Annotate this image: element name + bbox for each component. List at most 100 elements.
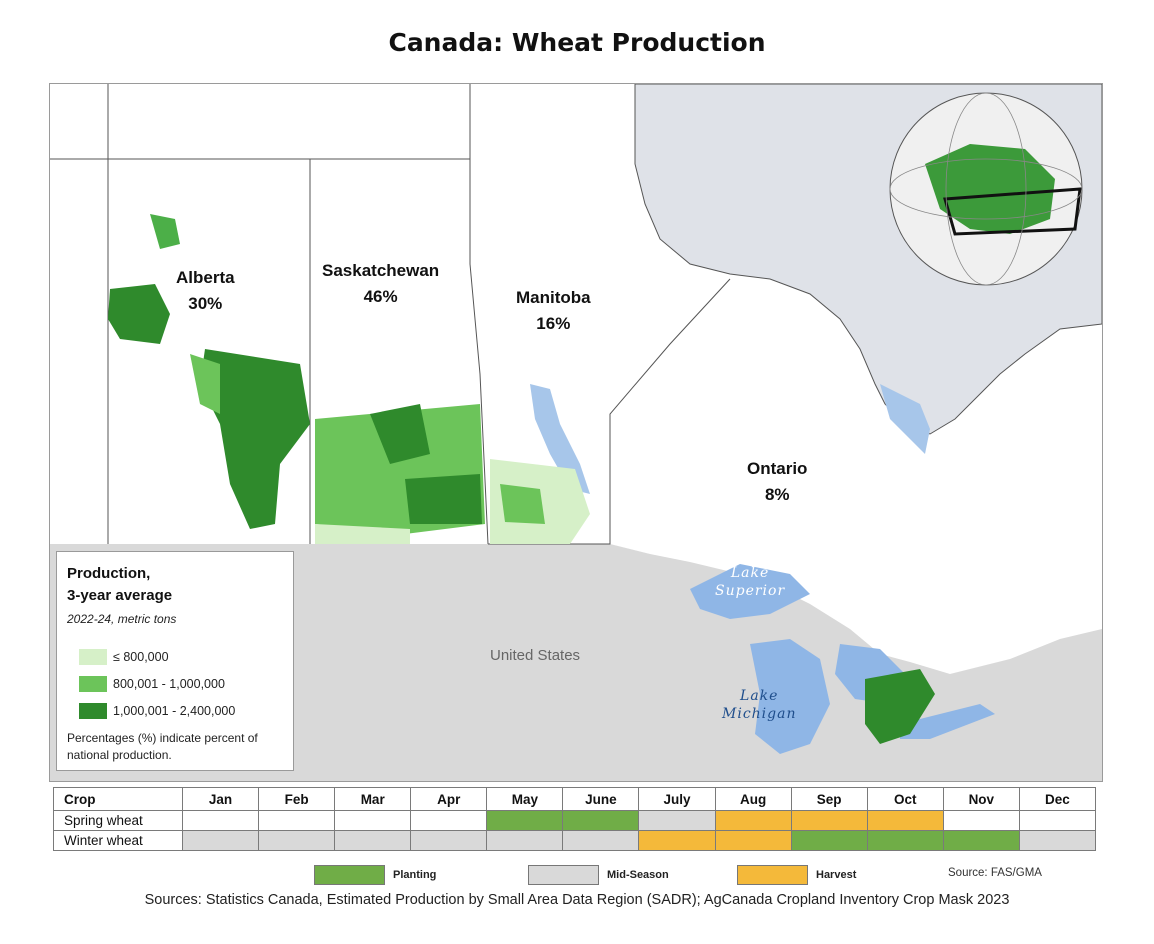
calendar-cell-none: [258, 810, 336, 831]
ontario-share: 8%: [764, 485, 790, 504]
calendar-cell-mid: [638, 810, 716, 831]
key-harvest-label: Harvest: [816, 869, 857, 881]
calendar-crop-name: Winter wheat: [53, 830, 183, 851]
calendar-month-header: Apr: [410, 787, 488, 811]
source-short: Source: FAS/GMA: [948, 867, 1042, 879]
lake-michigan-line2: Michigan: [722, 706, 797, 722]
calendar-cell-mid: [1018, 830, 1097, 851]
label-saskatchewan: Saskatchewan 46%: [322, 258, 439, 310]
saskatchewan-share: 46%: [363, 287, 398, 306]
calendar-month-header: Feb: [258, 787, 336, 811]
calendar-month-header: Sep: [790, 787, 868, 811]
legend-title-line2: 3-year average: [67, 587, 173, 604]
legend: Production, 3-year average 2022-24, metr…: [56, 551, 294, 771]
key-mid-season-swatch: [528, 865, 599, 885]
label-manitoba: Manitoba 16%: [516, 285, 591, 337]
label-lake-superior: Lake Superior: [715, 564, 785, 600]
legend-item-label: 800,001 - 1,000,000: [113, 677, 225, 691]
calendar-cell-none: [334, 810, 412, 831]
calendar-month-header: July: [638, 787, 716, 811]
calendar-month-header: Jan: [181, 787, 260, 811]
manitoba-name: Manitoba: [516, 288, 591, 307]
calendar-cell-harvest: [714, 830, 792, 851]
calendar-cell-harvest: [714, 810, 792, 831]
united-states-area: [50, 544, 1102, 781]
alberta-wheat: [108, 214, 310, 529]
calendar-header-crop: Crop: [53, 787, 183, 811]
legend-title: Production, 3-year average: [67, 563, 172, 607]
legend-item-label: ≤ 800,000: [113, 650, 169, 664]
lake-michigan: [750, 639, 830, 754]
calendar-cell-harvest: [866, 810, 944, 831]
lake-winnipeg: [530, 384, 590, 494]
sources-footer: Sources: Statistics Canada, Estimated Pr…: [144, 892, 1010, 908]
calendar-month-header: Dec: [1018, 787, 1097, 811]
calendar-cell-mid: [410, 830, 488, 851]
calendar-month-header: June: [562, 787, 640, 811]
legend-swatch: [79, 703, 107, 719]
legend-title-line1: Production,: [67, 565, 151, 582]
calendar-month-header: Mar: [334, 787, 412, 811]
calendar-cell-mid: [486, 830, 564, 851]
calendar-row: Spring wheat: [53, 810, 1097, 831]
calendar-body: Spring wheat Winter wheat: [53, 810, 1097, 851]
legend-item: ≤ 800,000: [79, 648, 169, 666]
key-harvest-swatch: [737, 865, 808, 885]
legend-subtitle: 2022-24, metric tons: [67, 612, 177, 626]
legend-item-label: 1,000,001 - 2,400,000: [113, 704, 236, 718]
legend-swatch: [79, 649, 107, 665]
map-title: Canada: Wheat Production: [388, 28, 766, 57]
key-planting-label: Planting: [393, 869, 437, 881]
saskatchewan-wheat: [315, 404, 485, 544]
calendar-cell-none: [410, 810, 488, 831]
james-bay: [880, 384, 930, 454]
legend-item: 800,001 - 1,000,000: [79, 675, 225, 693]
key-mid-season: Mid-Season: [528, 865, 669, 885]
lake-superior-line1: Lake: [730, 565, 770, 581]
calendar-cell-harvest: [790, 810, 868, 831]
label-ontario: Ontario 8%: [747, 456, 807, 508]
calendar-header-row: Crop Jan Feb Mar Apr May June July Aug Sep Oct Nov…: [53, 787, 1097, 811]
calendar-cell-mid: [334, 830, 412, 851]
globe-inset: [889, 92, 1083, 286]
calendar-cell-planting: [790, 830, 868, 851]
alberta-share: 30%: [188, 294, 223, 313]
calendar-cell-mid: [562, 830, 640, 851]
calendar-cell-planting: [486, 810, 564, 831]
legend-item: 1,000,001 - 2,400,000: [79, 702, 235, 720]
ontario-wheat: [865, 669, 935, 744]
label-lake-michigan: Lake Michigan: [722, 687, 796, 723]
calendar-month-header: Nov: [942, 787, 1020, 811]
calendar-cell-mid: [258, 830, 336, 851]
saskatchewan-name: Saskatchewan: [322, 261, 440, 280]
manitoba-share: 16%: [536, 314, 571, 333]
lake-superior-line2: Superior: [715, 583, 786, 599]
calendar-row: Winter wheat: [53, 830, 1097, 851]
calendar-cell-planting: [942, 830, 1020, 851]
lake-erie: [900, 704, 995, 739]
calendar-month-header: Oct: [866, 787, 944, 811]
key-harvest: Harvest: [737, 865, 857, 885]
key-planting: Planting: [314, 865, 437, 885]
legend-swatch: [79, 676, 107, 692]
calendar-cell-none: [181, 810, 260, 831]
crop-calendar: Crop Jan Feb Mar Apr May June July Aug Sep Oct Nov…: [53, 787, 1097, 851]
calendar-month-header: Aug: [714, 787, 792, 811]
calendar-cell-planting: [866, 830, 944, 851]
label-united-states: United States: [490, 647, 581, 664]
calendar-crop-name: Spring wheat: [53, 810, 183, 831]
lake-superior: [690, 564, 810, 619]
calendar-cell-none: [942, 810, 1020, 831]
legend-note: Percentages (%) indicate percent of nati…: [67, 731, 258, 762]
lake-michigan-line1: Lake: [740, 688, 779, 704]
key-mid-season-label: Mid-Season: [607, 869, 669, 881]
alberta-name: Alberta: [176, 268, 235, 287]
ontario-name: Ontario: [747, 459, 808, 478]
manitoba-wheat: [490, 459, 590, 544]
calendar-month-header: May: [486, 787, 564, 811]
calendar-cell-none: [1018, 810, 1097, 831]
label-alberta: Alberta 30%: [176, 265, 235, 317]
key-planting-swatch: [314, 865, 385, 885]
calendar-cell-planting: [562, 810, 640, 831]
calendar-cell-mid: [181, 830, 260, 851]
